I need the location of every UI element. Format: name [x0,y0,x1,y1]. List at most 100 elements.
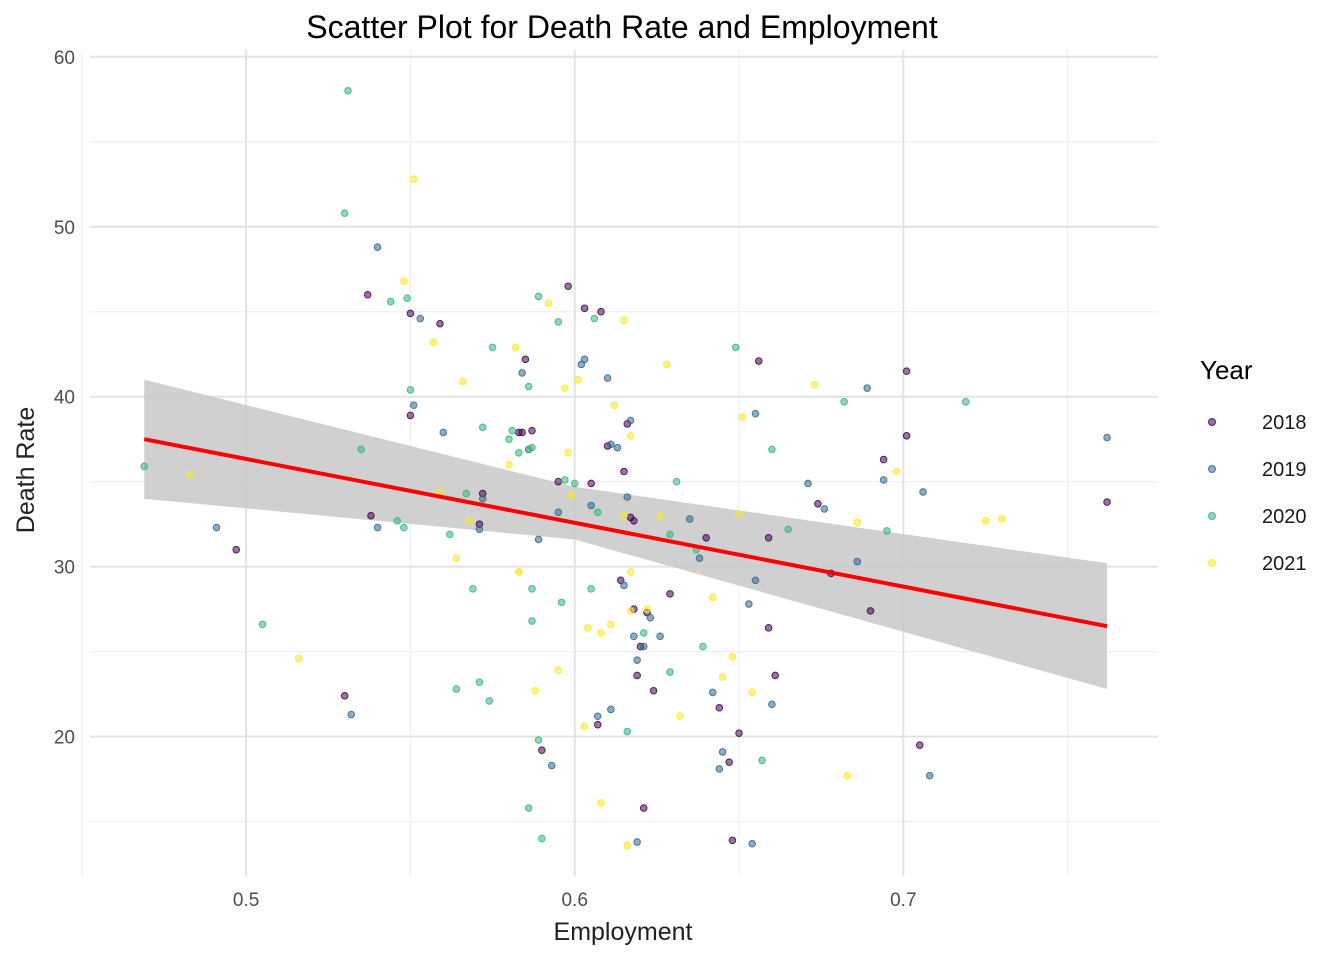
point-2019 [534,535,543,544]
point-2020 [469,584,477,593]
point-2020 [505,435,513,444]
point-2021 [544,299,553,308]
point-2020 [731,343,740,352]
point-2019 [518,369,526,377]
point-2021 [676,712,684,721]
point-2019 [554,508,563,517]
point-2021 [620,511,628,520]
point-2018 [725,758,733,766]
point-2020 [639,629,648,637]
point-2019 [613,443,622,452]
point-2020 [393,516,402,525]
point-2021 [409,175,418,183]
legend-marker-2018 [1208,418,1216,426]
point-2018 [597,307,605,316]
point-2019 [607,440,615,449]
point-2020 [666,530,674,539]
point-2020 [961,398,970,406]
point-2018 [528,426,536,435]
point-2018 [915,741,924,749]
point-2018 [1103,498,1111,506]
point-2019 [853,557,862,566]
point-2021 [400,277,408,285]
point-2020 [570,479,579,488]
point-2021 [981,516,990,525]
point-2021 [892,467,901,476]
point-2020 [768,445,776,454]
trend-line [143,437,1108,629]
point-2018 [715,703,724,712]
point-2020 [140,462,149,471]
point-2018 [764,533,773,542]
point-2019 [603,374,612,382]
point-2021 [584,624,592,632]
point-2018 [666,590,674,598]
point-2021 [531,686,540,695]
point-2020 [528,617,536,625]
legend-marker-2020 [1208,512,1216,520]
point-2018 [340,692,349,700]
point-2020 [538,834,546,843]
point-2020 [557,598,566,607]
point-2019 [373,523,382,532]
point-2020 [485,697,494,705]
legend-title: Year [1200,355,1253,385]
point-2020 [403,294,411,302]
point-2019 [879,476,888,484]
point-2019 [607,705,615,714]
point-2021 [662,360,671,369]
point-2020 [784,525,793,534]
point-2021 [429,338,438,347]
point-2019 [633,656,641,664]
point-2020 [528,443,536,452]
point-2020 [515,449,523,457]
point-2021 [656,511,664,520]
point-2021 [574,375,582,384]
point-2019 [656,632,664,641]
legend-marker-2019 [1208,465,1216,473]
point-2021 [810,381,819,389]
point-2021 [620,316,628,325]
point-2020 [475,678,484,687]
point-2020 [623,727,632,736]
legend-label-2020: 2020 [1262,506,1307,528]
point-2020 [840,398,848,406]
point-2021 [505,460,513,469]
x-axis-ticks: 0.5 0.6 0.7 [233,890,917,911]
point-2020 [462,489,471,498]
point-2020 [587,584,595,593]
x-tick-label: 0.6 [561,890,587,911]
point-2019 [1103,433,1111,442]
point-2018 [538,746,546,755]
point-2020 [561,476,569,484]
point-2018 [232,545,241,554]
point-2019 [373,243,382,251]
point-2018 [814,499,822,508]
trend-line-group [143,437,1108,629]
point-2018 [649,686,658,695]
point-2018 [879,455,888,464]
point-2019 [919,488,927,496]
point-2018 [367,511,375,520]
point-2019 [768,700,776,709]
point-2020 [672,477,681,486]
point-2018 [633,671,641,680]
point-2018 [630,516,638,525]
point-2019 [547,761,556,770]
point-2021 [561,384,569,393]
point-2020 [340,209,349,217]
point-2020 [534,736,543,744]
point-2019 [695,554,704,562]
point-2018 [564,282,572,291]
point-2021 [626,607,635,615]
point-2018 [735,729,743,738]
point-2021 [735,510,743,518]
point-2019 [409,401,418,410]
point-2021 [643,605,651,613]
point-2018 [363,290,372,299]
point-2018 [764,624,773,632]
point-2019 [580,355,589,364]
y-tick-label: 50 [54,218,75,239]
point-2018 [554,477,563,486]
point-2021 [610,401,618,410]
